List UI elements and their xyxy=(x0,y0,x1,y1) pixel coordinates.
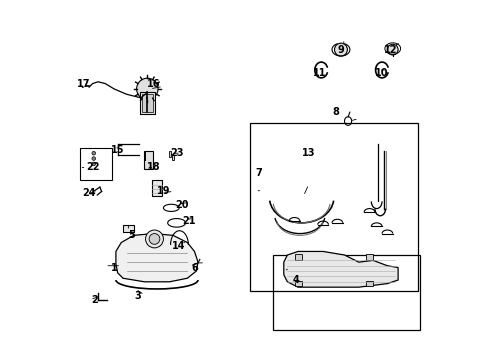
Text: 23: 23 xyxy=(169,148,183,158)
Bar xyxy=(272,255,419,330)
Text: 3: 3 xyxy=(134,291,141,301)
Bar xyxy=(168,151,171,157)
Text: 10: 10 xyxy=(374,68,388,78)
Text: 16: 16 xyxy=(146,78,160,89)
Bar xyxy=(123,225,134,232)
Text: 14: 14 xyxy=(171,241,185,251)
Circle shape xyxy=(92,152,95,155)
Text: 13: 13 xyxy=(302,148,315,158)
Bar xyxy=(294,254,301,260)
Text: 17: 17 xyxy=(77,78,90,89)
Text: 15: 15 xyxy=(111,145,124,155)
Text: 2: 2 xyxy=(91,295,98,305)
Circle shape xyxy=(386,44,397,55)
Text: 11: 11 xyxy=(312,68,325,78)
PathPatch shape xyxy=(283,251,397,287)
Text: 1: 1 xyxy=(110,262,117,273)
Bar xyxy=(249,123,417,291)
Text: 4: 4 xyxy=(292,275,299,285)
Bar xyxy=(172,155,174,160)
Circle shape xyxy=(149,234,160,244)
Bar xyxy=(365,281,372,287)
Circle shape xyxy=(145,230,163,248)
Text: 21: 21 xyxy=(182,216,196,226)
Text: 20: 20 xyxy=(175,200,188,210)
Bar xyxy=(365,254,372,260)
Bar xyxy=(144,152,153,169)
Bar xyxy=(152,180,162,196)
Text: 18: 18 xyxy=(146,162,160,172)
Text: 6: 6 xyxy=(191,262,198,273)
Text: 19: 19 xyxy=(157,186,170,196)
Circle shape xyxy=(92,157,95,160)
Text: 5: 5 xyxy=(128,230,135,240)
Bar xyxy=(142,94,153,112)
Circle shape xyxy=(92,162,95,166)
Text: 12: 12 xyxy=(384,45,397,55)
PathPatch shape xyxy=(116,234,198,282)
Text: 24: 24 xyxy=(82,188,96,198)
Bar xyxy=(80,148,112,180)
Text: 8: 8 xyxy=(331,107,338,117)
Bar xyxy=(294,281,301,287)
Bar xyxy=(140,93,155,114)
Text: 22: 22 xyxy=(86,162,99,172)
Circle shape xyxy=(136,78,158,100)
Text: 7: 7 xyxy=(255,168,262,178)
Text: 9: 9 xyxy=(337,45,344,55)
Circle shape xyxy=(334,43,346,56)
